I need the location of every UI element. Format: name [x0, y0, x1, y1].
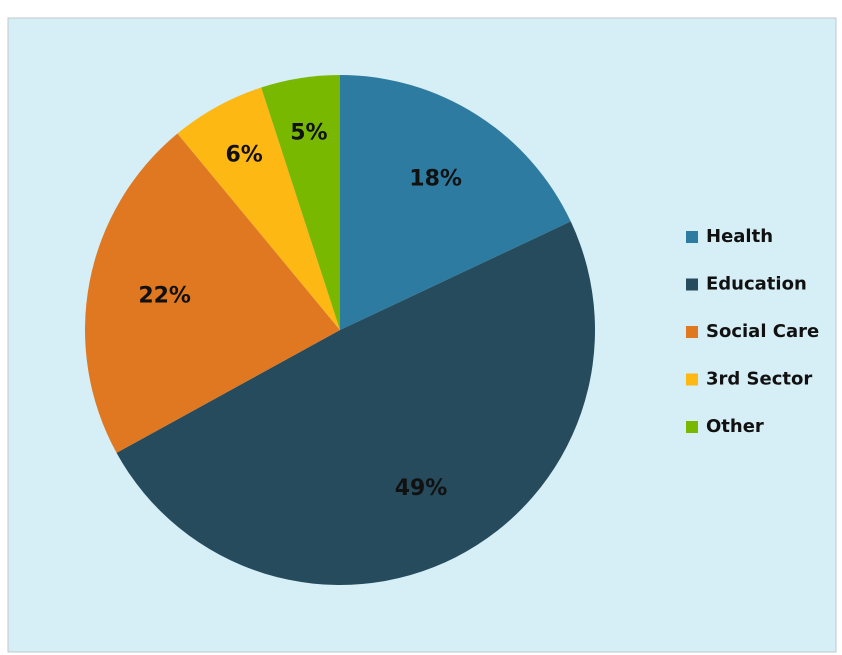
pie-slice [177, 87, 340, 330]
data-label: 5% [290, 121, 327, 146]
legend-swatch [686, 326, 698, 338]
pie-slice [84, 133, 340, 453]
pie-slice [116, 221, 596, 586]
legend-swatch [686, 231, 698, 243]
legend-label: Health [706, 226, 773, 247]
legend-swatch [686, 421, 698, 433]
legend-label: 3rd Sector [706, 369, 812, 390]
legend-label: Education [706, 274, 807, 295]
legend-swatch [686, 373, 698, 386]
legend-swatch [686, 278, 698, 291]
pie-slice [261, 75, 340, 330]
pie-slice [340, 75, 571, 330]
data-label: 6% [225, 143, 262, 168]
data-label: 18% [409, 166, 462, 191]
legend-label: Social Care [706, 321, 819, 342]
data-label: 49% [395, 476, 448, 501]
legend-label: Other [706, 416, 764, 437]
data-label: 22% [138, 284, 191, 309]
